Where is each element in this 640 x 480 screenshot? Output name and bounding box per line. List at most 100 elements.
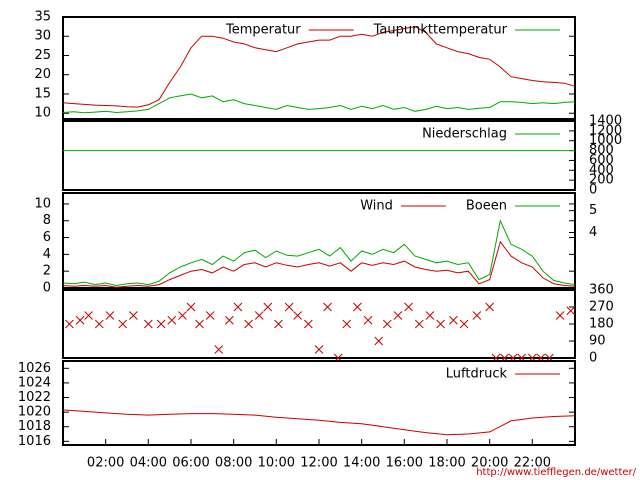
x-tick-label: 14:00 (343, 456, 380, 471)
direction-marker (84, 311, 93, 320)
direction-marker (314, 345, 324, 354)
direction-marker (274, 319, 283, 329)
series-line (62, 93, 576, 114)
y2-tick-label: 1000 (589, 133, 622, 148)
y-tick-label: 1022 (18, 390, 51, 405)
x-tick-label: 22:00 (514, 456, 551, 471)
y-tick-label: 2 (43, 264, 51, 279)
y-tick-label: 1020 (18, 405, 51, 420)
series-line (62, 26, 576, 108)
direction-marker (233, 302, 243, 312)
direction-marker (414, 319, 424, 329)
direction-marker (485, 302, 495, 312)
direction-marker (225, 315, 234, 325)
y-tick-label: 20 (34, 67, 51, 82)
footer-url: http://www.tiefflegen.de/wetter/ (476, 467, 636, 478)
y2-tick-label: 200 (589, 173, 614, 188)
panel-frame (62, 16, 576, 120)
y2-tick-label: 400 (589, 163, 614, 178)
direction-marker (65, 319, 74, 329)
y2-tick-label: 0 (589, 351, 597, 366)
direction-marker (425, 311, 435, 320)
y2-tick-label: 180 (589, 317, 614, 332)
y-tick-label: 1026 (18, 361, 51, 376)
y-tick-label: 1018 (18, 419, 51, 434)
legend-label: Boeen (466, 199, 507, 214)
direction-marker (323, 302, 332, 312)
direction-marker (404, 302, 413, 312)
y-tick-label: 30 (34, 29, 51, 44)
direction-marker (263, 302, 273, 312)
direction-marker (382, 319, 392, 329)
direction-marker (363, 315, 373, 325)
direction-marker (459, 319, 469, 329)
y2-tick-label: 4 (589, 225, 597, 240)
legend-label: Wind (360, 199, 393, 214)
direction-marker (393, 311, 403, 320)
direction-marker (472, 311, 482, 320)
direction-marker (186, 302, 196, 312)
x-tick-label: 08:00 (215, 456, 252, 471)
y-tick-label: 35 (34, 10, 51, 25)
direction-marker (566, 306, 576, 316)
direction-marker (167, 315, 177, 325)
direction-marker (178, 311, 187, 320)
direction-marker (156, 319, 166, 329)
direction-marker (342, 319, 352, 329)
y2-tick-label: 5 (589, 203, 597, 218)
x-tick-label: 18:00 (428, 456, 465, 471)
panel-frame (62, 120, 576, 191)
x-tick-label: 20:00 (471, 456, 508, 471)
y-tick-label: 25 (34, 48, 51, 63)
y2-tick-label: 1400 (589, 114, 622, 129)
direction-marker (75, 315, 85, 325)
direction-marker (303, 319, 313, 329)
direction-marker (143, 319, 153, 329)
y-tick-label: 0 (43, 281, 51, 296)
direction-marker (118, 319, 128, 329)
direction-marker (195, 319, 204, 329)
y-tick-label: 15 (34, 86, 51, 101)
series-line (62, 409, 576, 436)
panel-frame (62, 192, 576, 289)
y2-tick-label: 0 (589, 183, 597, 198)
legend-label: Luftdruck (446, 367, 508, 382)
direction-marker (374, 336, 384, 346)
y2-tick-label: 600 (589, 153, 614, 168)
legend-label: Niederschlag (422, 127, 507, 142)
direction-marker (353, 302, 362, 312)
direction-marker (129, 311, 138, 320)
series-line (62, 219, 576, 287)
direction-marker (214, 345, 224, 354)
y-tick-label: 10 (34, 196, 51, 211)
direction-marker (254, 311, 264, 320)
y-tick-label: 10 (34, 106, 51, 121)
x-tick-label: 02:00 (87, 456, 124, 471)
y-tick-label: 1016 (18, 434, 51, 449)
y-tick-label: 6 (43, 230, 51, 245)
x-tick-label: 16:00 (386, 456, 423, 471)
direction-marker (205, 311, 215, 320)
y2-tick-label: 90 (589, 334, 606, 349)
legend-label: Taupunkttemperatur (373, 23, 508, 38)
direction-marker (555, 311, 565, 320)
x-tick-label: 06:00 (172, 456, 209, 471)
y2-tick-label: 800 (589, 143, 614, 158)
direction-marker (293, 311, 303, 320)
series-line (62, 240, 576, 288)
y-tick-label: 4 (43, 247, 51, 262)
y2-tick-label: 1200 (589, 123, 622, 138)
direction-marker (244, 319, 253, 329)
x-tick-label: 10:00 (258, 456, 295, 471)
x-tick-label: 04:00 (130, 456, 167, 471)
direction-marker (449, 315, 458, 325)
y2-tick-label: 270 (589, 300, 614, 315)
legend-label: Temperatur (225, 23, 301, 38)
direction-marker (94, 319, 104, 329)
direction-marker (284, 302, 294, 312)
y-tick-label: 1024 (18, 375, 51, 390)
direction-marker (105, 311, 115, 320)
y-tick-label: 8 (43, 213, 51, 228)
direction-marker (436, 319, 445, 329)
